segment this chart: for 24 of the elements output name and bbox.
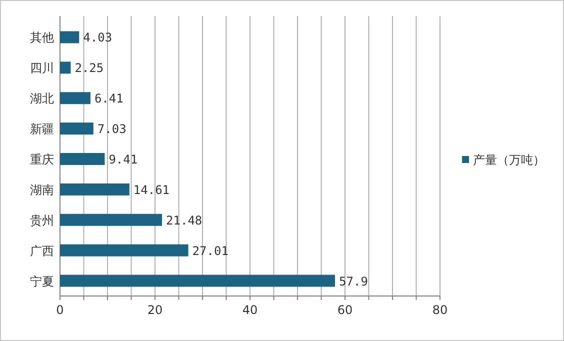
x-tick-label: 80 <box>432 303 448 317</box>
y-tick-label: 重庆 <box>30 152 54 166</box>
y-tick-label: 四川 <box>30 61 54 76</box>
y-tick-label: 湖北 <box>30 92 54 106</box>
y-tick-label: 湖南 <box>30 182 54 197</box>
y-tick-label: 新疆 <box>30 122 54 136</box>
legend-label: 产量（万吨） <box>473 153 545 167</box>
data-label: 6.41 <box>94 92 124 106</box>
data-label: 2.25 <box>74 61 104 76</box>
x-tick-label: 60 <box>337 303 353 317</box>
data-label: 9.41 <box>108 152 138 166</box>
y-tick-label: 宁夏 <box>30 274 54 288</box>
y-tick-label: 广西 <box>30 244 54 258</box>
x-tick-label: 40 <box>242 303 258 317</box>
data-label: 4.03 <box>83 30 112 45</box>
x-tick-label: 0 <box>56 303 64 317</box>
x-tick-label: 20 <box>147 303 163 317</box>
data-label: 21.48 <box>166 213 202 228</box>
y-tick-label: 其他 <box>30 30 54 45</box>
data-label: 27.01 <box>192 244 228 258</box>
data-label: 14.61 <box>133 182 170 197</box>
y-tick-label: 贵州 <box>30 213 54 228</box>
data-label: 7.03 <box>97 122 126 136</box>
data-label: 57.9 <box>339 274 368 288</box>
